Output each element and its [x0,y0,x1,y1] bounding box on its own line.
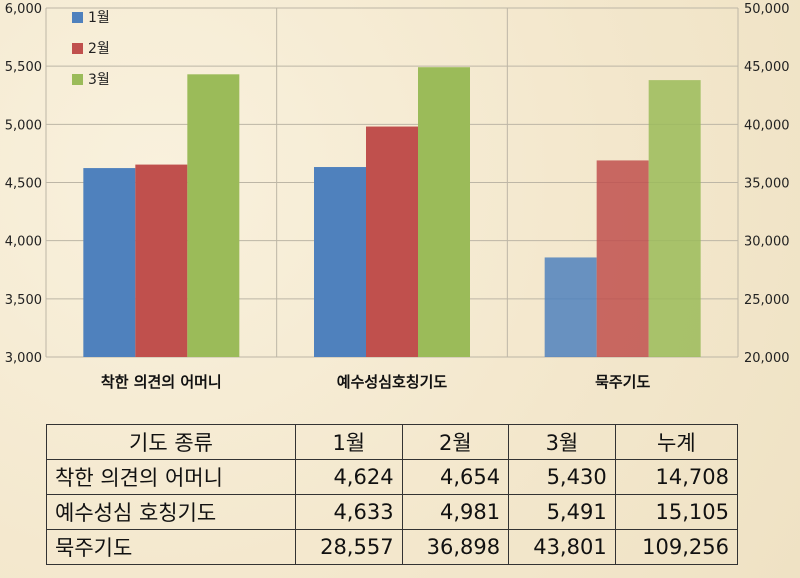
table-row: 착한 의견의 어머니 4,624 4,654 5,430 14,708 [46,459,739,495]
legend: 1월 2월 3월 [72,10,110,88]
table-row: 예수성심 호칭기도 4,633 4,981 5,491 15,105 [46,494,739,530]
legend-swatch [72,74,83,85]
row-name: 묵주기도 [46,529,296,565]
cell-jan: 28,557 [295,529,403,565]
left-tick-label: 4,000 [5,235,42,250]
right-tick-label: 30,000 [744,235,790,250]
cell-feb: 4,654 [401,459,510,495]
cell-mar: 5,430 [508,459,616,495]
cell-mar: 43,801 [508,529,616,565]
left-tick-label: 3,000 [5,351,42,366]
legend-label: 2월 [88,41,110,57]
cell-total: 15,105 [614,494,739,530]
bar [83,168,136,357]
table-header-row: 기도 종류 1월 2월 3월 누계 [46,424,739,460]
left-axis: 3,000 3,500 4,000 4,500 5,000 5,500 6,000 [5,2,42,366]
bar [314,167,366,357]
bar [135,164,188,357]
cell-total: 109,256 [614,529,739,565]
cell-jan: 4,624 [295,459,403,495]
right-tick-label: 45,000 [744,60,790,75]
data-table: 기도 종류 1월 2월 3월 누계 착한 의견의 어머니 4,624 4,654… [46,424,739,565]
cell-jan: 4,633 [295,494,403,530]
category-labels: 착한 의견의 어머니 예수성심호칭기도 묵주기도 [101,373,651,391]
legend-swatch [72,43,83,54]
header-mar: 3월 [508,424,616,460]
bar [418,67,470,357]
legend-label: 3월 [88,72,110,88]
left-tick-label: 5,000 [5,118,42,133]
cell-feb: 4,981 [401,494,510,530]
category-label: 예수성심호칭기도 [337,373,448,391]
bar [366,126,418,357]
bars [83,67,701,357]
bar [648,80,701,357]
header-total: 누계 [614,424,739,460]
cell-total: 14,708 [614,459,739,495]
cell-mar: 5,491 [508,494,616,530]
left-tick-label: 4,500 [5,177,42,192]
right-tick-label: 25,000 [744,293,790,308]
left-tick-label: 3,500 [5,293,42,308]
cell-feb: 36,898 [401,529,510,565]
row-name: 예수성심 호칭기도 [46,494,296,530]
row-name: 착한 의견의 어머니 [46,459,296,495]
table-row: 묵주기도 28,557 36,898 43,801 109,256 [46,529,739,565]
bar-chart: 3,000 3,500 4,000 4,500 5,000 5,500 6,000 20,0… [5,2,790,391]
header-jan: 1월 [295,424,403,460]
right-tick-label: 35,000 [744,177,790,192]
right-tick-label: 20,000 [744,351,790,366]
category-label: 묵주기도 [595,373,650,391]
bar [544,257,597,357]
right-tick-label: 50,000 [744,2,790,17]
legend-label: 1월 [88,10,110,26]
right-tick-label: 40,000 [744,118,790,133]
bar [596,160,649,357]
bar [187,74,240,357]
left-tick-label: 6,000 [5,2,42,17]
right-axis: 20,000 25,000 30,000 35,000 40,000 45,000 50,0… [744,2,790,366]
header-feb: 2월 [401,424,510,460]
left-tick-label: 5,500 [5,60,42,75]
header-type: 기도 종류 [46,424,296,460]
category-label: 착한 의견의 어머니 [101,373,222,391]
legend-swatch [72,12,83,23]
